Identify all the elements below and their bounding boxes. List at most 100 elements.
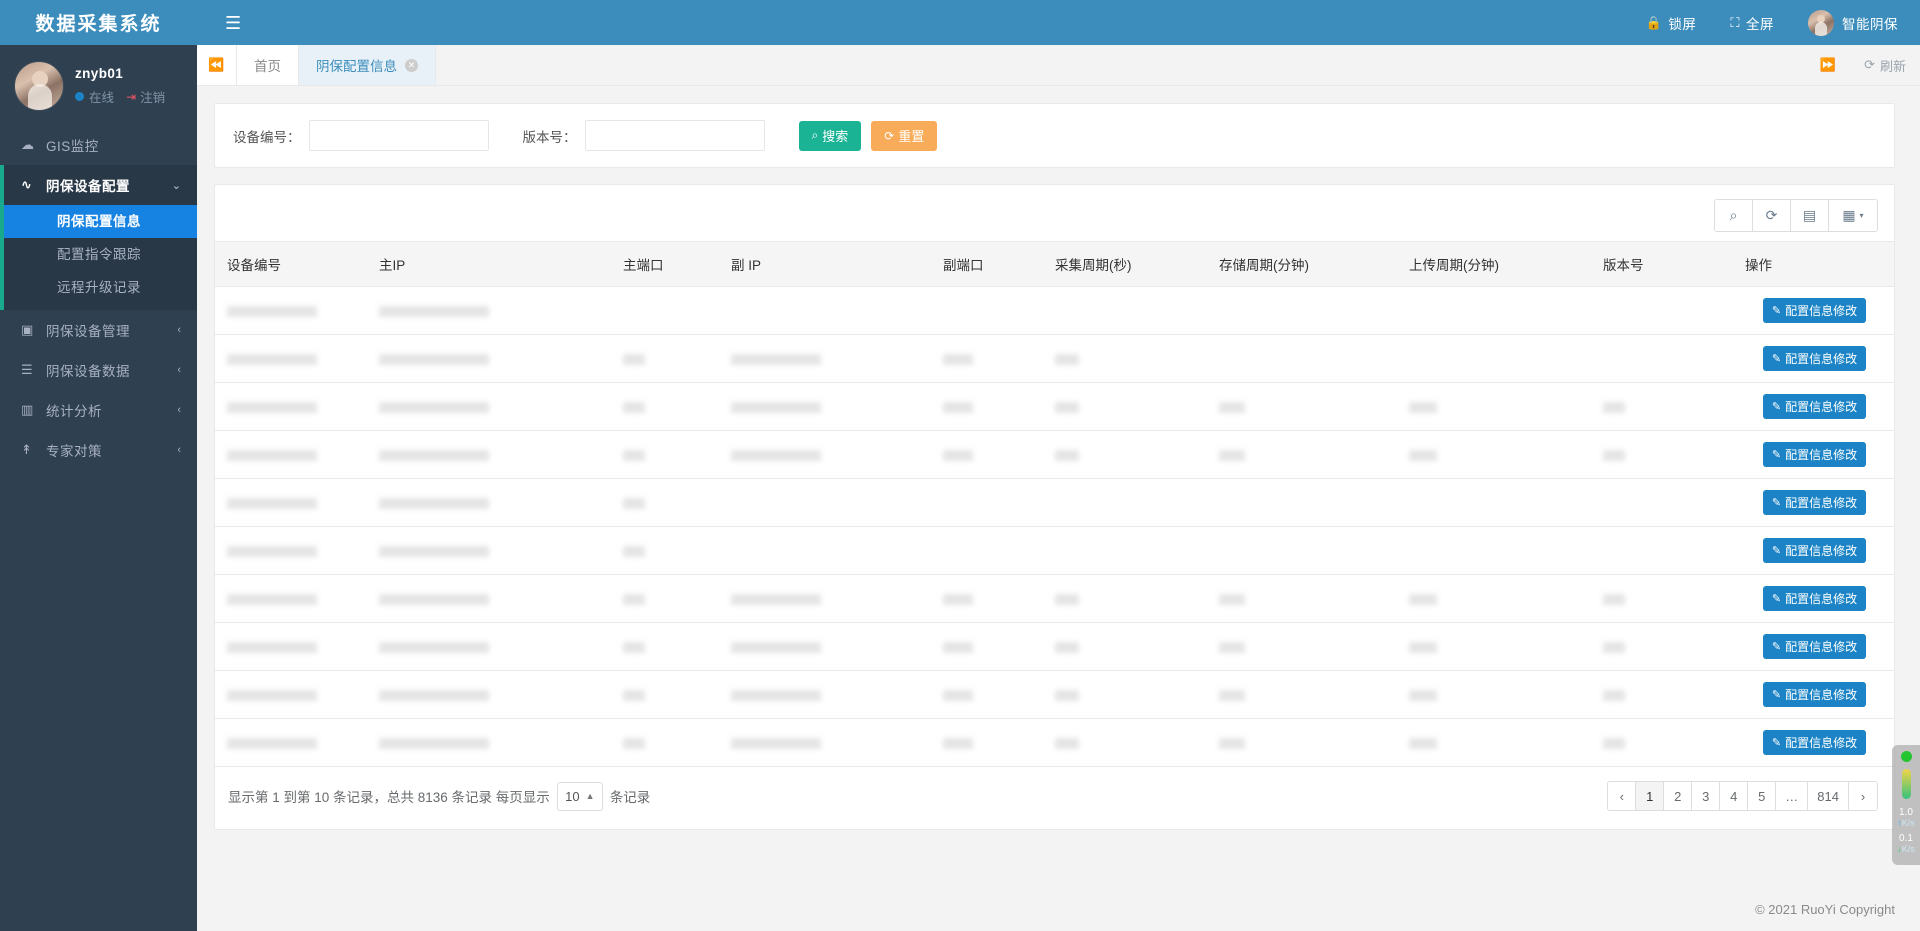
logout-icon[interactable]: ⇥ (126, 89, 137, 104)
double-chevron-left-icon[interactable]: ⏪ (197, 45, 237, 85)
network-speed-widget[interactable]: 1.0 ↑K/s 0.1 ↓K/s (1892, 745, 1920, 865)
sidebar-item-config-info[interactable]: 阴保配置信息 (4, 205, 197, 238)
th-main-ip[interactable]: 主IP (367, 241, 611, 287)
table-row[interactable]: ✎ 配置信息修改 (215, 478, 1894, 527)
search-button[interactable]: ⌕ 搜索 (798, 120, 862, 151)
redacted-value (943, 354, 973, 366)
table-cell (611, 670, 719, 719)
sidebar-item-device-data[interactable]: ☰ 阴保设备数据 ‹ (0, 350, 197, 390)
version-no-group: 版本号： (523, 120, 765, 151)
hamburger-icon[interactable]: ☰ (225, 12, 242, 33)
th-store-cycle[interactable]: 存储周期(分钟) (1207, 241, 1397, 287)
table-cell (931, 334, 1043, 383)
edit-icon: ✎ (1771, 689, 1782, 701)
pagination-item[interactable]: … (1776, 782, 1809, 810)
edit-config-button[interactable]: ✎ 配置信息修改 (1762, 298, 1867, 323)
fullscreen-button[interactable]: ⛶ 全屏 (1730, 13, 1774, 33)
redacted-value (731, 642, 821, 654)
th-operation: 操作 (1733, 241, 1894, 287)
table-cell (215, 478, 367, 527)
sidebar-item-device-manage[interactable]: ▣ 阴保设备管理 ‹ (0, 310, 197, 350)
pagination-item[interactable]: 3 (1692, 782, 1721, 810)
table-cell (719, 574, 931, 623)
pagination-item[interactable]: 5 (1748, 782, 1777, 810)
edit-config-button[interactable]: ✎ 配置信息修改 (1762, 634, 1867, 659)
th-version-no[interactable]: 版本号 (1591, 241, 1733, 287)
redacted-value (623, 402, 645, 414)
user-menu[interactable]: 智能阴保 (1808, 9, 1898, 36)
search-icon[interactable]: ⌕ (1715, 200, 1753, 231)
edit-config-label: 配置信息修改 (1785, 496, 1858, 510)
th-upload-cycle[interactable]: 上传周期(分钟) (1397, 241, 1591, 287)
pagination-item[interactable]: › (1849, 782, 1877, 810)
tab-spacer (436, 45, 1806, 85)
sidebar-item-command-trace[interactable]: 配置指令跟踪 (57, 247, 141, 262)
table-cell (931, 574, 1043, 623)
pagination-item[interactable]: 2 (1664, 782, 1693, 810)
device-no-label: 设备编号： (233, 129, 301, 145)
reset-button[interactable]: ⟳ 重置 (871, 120, 938, 151)
th-sub-port[interactable]: 副端口 (931, 241, 1043, 287)
table-cell (1397, 382, 1591, 431)
table-row[interactable]: ✎ 配置信息修改 (215, 526, 1894, 575)
pagination-item[interactable]: 1 (1636, 782, 1665, 810)
table-cell-operation: ✎ 配置信息修改 (1733, 718, 1894, 767)
redacted-value (1219, 642, 1245, 654)
version-no-input[interactable] (584, 120, 765, 151)
device-no-input[interactable] (308, 120, 489, 151)
table-row[interactable]: ✎ 配置信息修改 (215, 574, 1894, 623)
th-device-no[interactable]: 设备编号 (215, 241, 367, 287)
redacted-value (227, 546, 317, 558)
pagination-item[interactable]: 4 (1720, 782, 1749, 810)
edit-config-button[interactable]: ✎ 配置信息修改 (1762, 394, 1867, 419)
table-row[interactable]: ✎ 配置信息修改 (215, 382, 1894, 431)
sidebar-item-statistics[interactable]: ▥ 统计分析 ‹ (0, 390, 197, 430)
table-toolbar: ⌕ ⟳ ▤ ▦ ▾ (215, 185, 1894, 241)
edit-config-button[interactable]: ✎ 配置信息修改 (1762, 682, 1867, 707)
table-cell (1207, 382, 1397, 431)
table-cell (367, 334, 611, 383)
edit-config-button[interactable]: ✎ 配置信息修改 (1762, 442, 1867, 467)
edit-config-button[interactable]: ✎ 配置信息修改 (1762, 346, 1867, 371)
logout-link[interactable]: 注销 (140, 91, 166, 105)
table-cell (1591, 718, 1733, 767)
edit-config-button[interactable]: ✎ 配置信息修改 (1762, 730, 1867, 755)
sidebar-item-gis[interactable]: ☁ GIS监控 (0, 125, 197, 165)
edit-config-button[interactable]: ✎ 配置信息修改 (1762, 538, 1867, 563)
table-cell (215, 718, 367, 767)
th-sub-ip[interactable]: 副 IP (719, 241, 931, 287)
edit-config-button[interactable]: ✎ 配置信息修改 (1762, 490, 1867, 515)
tab-config-info[interactable]: 阴保配置信息 ✕ (299, 45, 436, 85)
th-main-port[interactable]: 主端口 (611, 241, 719, 287)
edit-config-label: 配置信息修改 (1785, 448, 1858, 462)
page-size-select[interactable]: 10 ▲ (556, 781, 603, 811)
double-chevron-right-icon[interactable]: ⏩ (1819, 57, 1837, 72)
redacted-value (379, 738, 489, 750)
edit-icon: ✎ (1771, 449, 1782, 461)
toggle-view-icon[interactable]: ▤ (1791, 200, 1829, 231)
pagination-item[interactable]: 814 (1808, 782, 1849, 810)
pagination-item[interactable]: ‹ (1608, 782, 1637, 810)
table-row[interactable]: ✎ 配置信息修改 (215, 286, 1894, 335)
edit-icon: ✎ (1771, 641, 1782, 653)
table-cell (367, 430, 611, 479)
redacted-value (379, 690, 489, 702)
refresh-icon[interactable]: ⟳ (1753, 200, 1791, 231)
table-cell (1397, 430, 1591, 479)
table-row[interactable]: ✎ 配置信息修改 (215, 430, 1894, 479)
refresh-tab-button[interactable]: ⟳ 刷新 (1850, 45, 1920, 85)
table-row[interactable]: ✎ 配置信息修改 (215, 622, 1894, 671)
table-row[interactable]: ✎ 配置信息修改 (215, 334, 1894, 383)
sidebar-item-expert[interactable]: ↟ 专家对策 ‹ (0, 430, 197, 470)
th-collect-cycle[interactable]: 采集周期(秒) (1043, 241, 1207, 287)
tab-home[interactable]: 首页 (237, 45, 299, 85)
table-row[interactable]: ✎ 配置信息修改 (215, 670, 1894, 719)
sidebar-item-upgrade-record[interactable]: 远程升级记录 (57, 280, 141, 295)
columns-icon[interactable]: ▦ ▾ (1829, 200, 1877, 231)
close-icon[interactable]: ✕ (405, 58, 418, 72)
sidebar-item-device-config[interactable]: ∿ 阴保设备配置 ⌄ (4, 165, 197, 205)
table-row[interactable]: ✎ 配置信息修改 (215, 718, 1894, 767)
edit-config-button[interactable]: ✎ 配置信息修改 (1762, 586, 1867, 611)
device-no-group: 设备编号： (233, 120, 489, 151)
lock-screen-button[interactable]: 🔒 锁屏 (1646, 13, 1697, 33)
